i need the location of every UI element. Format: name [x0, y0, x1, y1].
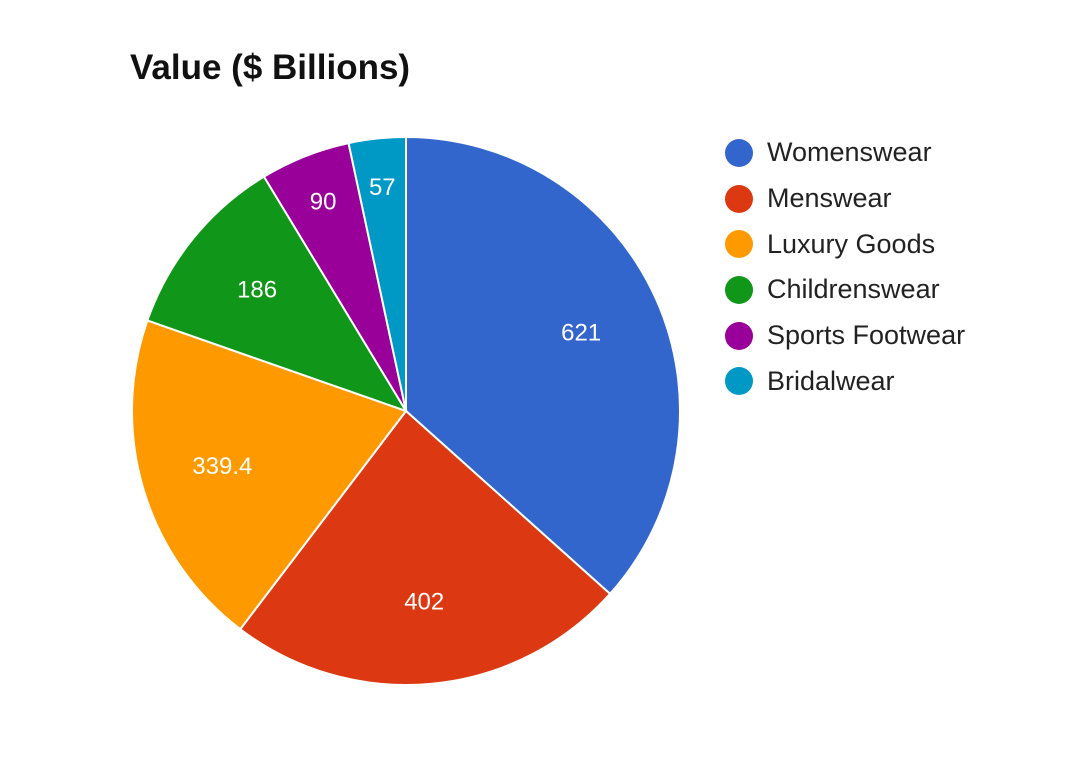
legend-swatch — [725, 230, 753, 259]
legend-item-luxury-goods: Luxury Goods — [725, 221, 965, 267]
slice-value-label-menswear: 402 — [404, 588, 444, 615]
slice-value-label-sports-footwear: 90 — [310, 189, 337, 216]
legend-item-sports-footwear: Sports Footwear — [725, 313, 965, 359]
pie-slice-menswear — [238, 409, 612, 686]
legend-label: Luxury Goods — [767, 228, 936, 259]
chart-title: Value ($ Billions) — [130, 48, 411, 87]
legend-label: Womenswear — [767, 137, 932, 168]
legend: Womenswear Menswear Luxury Goods Childrensw… — [725, 130, 965, 404]
legend-swatch — [725, 367, 753, 396]
legend-swatch — [725, 184, 753, 213]
legend-item-bridalwear: Bridalwear — [725, 358, 965, 404]
pie-slice-womenswear — [405, 135, 681, 596]
slice-value-label-childrenswear: 186 — [237, 277, 277, 304]
legend-label: Sports Footwear — [767, 320, 966, 351]
legend-swatch — [725, 138, 753, 167]
legend-item-womenswear: Womenswear — [725, 130, 965, 176]
slice-value-label-luxury-goods: 339.4 — [192, 453, 252, 480]
legend-item-childrenswear: Childrenswear — [725, 267, 965, 313]
slice-value-label-womenswear: 621 — [561, 319, 601, 346]
legend-item-menswear: Menswear — [725, 176, 965, 222]
legend-label: Bridalwear — [767, 365, 895, 396]
pie-slice-luxury-goods — [131, 319, 408, 631]
slice-value-label-bridalwear: 57 — [369, 174, 396, 201]
legend-swatch — [725, 275, 753, 304]
pie-slice-bridalwear — [347, 135, 407, 412]
legend-label: Childrenswear — [767, 274, 940, 305]
legend-swatch — [725, 321, 753, 350]
legend-label: Menswear — [767, 183, 892, 214]
pie-slice-childrenswear — [146, 175, 409, 413]
